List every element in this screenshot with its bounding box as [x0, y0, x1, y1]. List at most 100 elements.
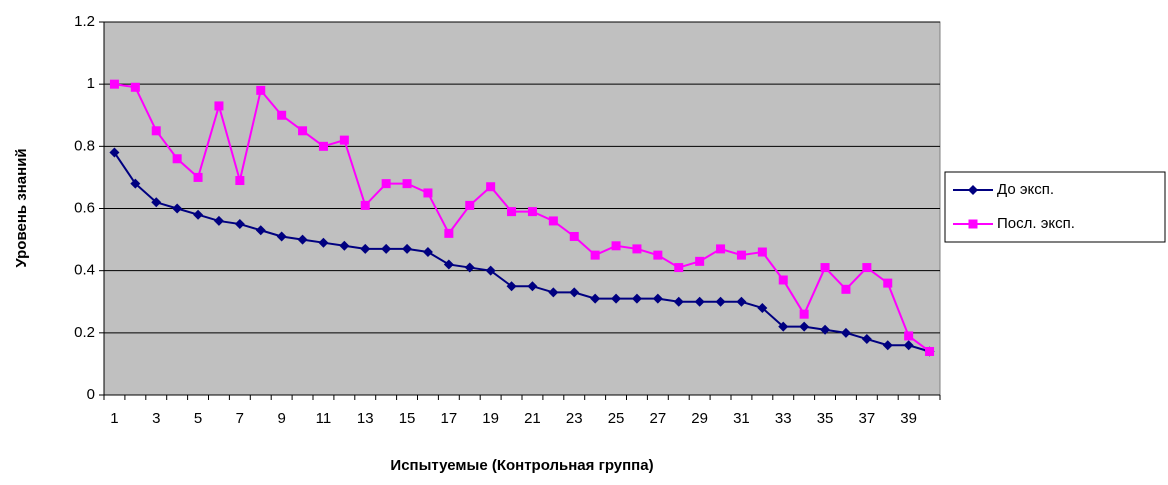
marker — [151, 197, 162, 208]
marker — [109, 147, 120, 158]
marker — [861, 334, 872, 345]
marker — [193, 172, 203, 182]
marker — [464, 262, 475, 273]
marker — [882, 340, 893, 351]
marker — [422, 247, 433, 258]
marker — [590, 250, 600, 260]
x-tick-label: 19 — [482, 410, 499, 427]
marker — [736, 250, 746, 260]
marker — [611, 241, 621, 251]
marker — [968, 185, 978, 195]
x-tick-label: 1 — [110, 410, 118, 427]
x-tick-label: 31 — [733, 410, 750, 427]
marker — [862, 263, 872, 273]
x-tick-label: 5 — [194, 410, 202, 427]
marker — [339, 240, 350, 251]
marker — [527, 281, 538, 292]
marker — [590, 293, 601, 304]
marker — [360, 243, 371, 254]
marker — [213, 215, 224, 226]
marker — [695, 256, 705, 266]
marker — [485, 265, 496, 276]
marker — [968, 219, 978, 229]
x-tick-label: 17 — [441, 410, 458, 427]
marker — [507, 207, 517, 217]
marker — [130, 82, 140, 92]
marker — [277, 110, 287, 120]
marker — [423, 188, 433, 198]
marker — [673, 296, 684, 307]
marker — [465, 200, 475, 210]
marker — [799, 309, 809, 319]
marker — [736, 296, 747, 307]
marker — [486, 182, 496, 192]
marker — [694, 296, 705, 307]
legend-label: Посл. эксп. — [997, 215, 1075, 232]
x-tick-label: 7 — [236, 410, 244, 427]
marker — [297, 234, 308, 245]
series-line — [113, 151, 930, 353]
x-tick-label: 21 — [524, 410, 541, 427]
marker — [569, 231, 579, 241]
marker — [234, 219, 245, 230]
marker — [172, 203, 183, 214]
marker — [276, 231, 287, 242]
marker — [715, 296, 726, 307]
marker — [778, 275, 788, 285]
marker — [903, 340, 914, 351]
y-tick-label: 1.2 — [74, 13, 95, 30]
x-tick-label: 37 — [859, 410, 876, 427]
marker — [444, 228, 454, 238]
marker — [193, 209, 204, 220]
marker — [318, 141, 328, 151]
marker — [778, 321, 789, 332]
x-tick-label: 29 — [691, 410, 708, 427]
marker — [255, 225, 266, 236]
marker — [402, 179, 412, 189]
series-line — [114, 83, 931, 353]
marker — [757, 302, 768, 313]
marker — [631, 293, 642, 304]
x-tick-label: 39 — [900, 410, 917, 427]
y-tick-label: 0.4 — [74, 262, 95, 279]
x-tick-label: 25 — [608, 410, 625, 427]
x-tick-label: 9 — [277, 410, 285, 427]
marker — [799, 321, 810, 332]
marker — [256, 85, 266, 95]
legend-box — [944, 171, 1166, 243]
marker — [506, 281, 517, 292]
y-tick-label: 0.8 — [74, 137, 95, 154]
marker — [548, 287, 559, 298]
marker — [674, 263, 684, 273]
marker — [130, 178, 141, 189]
marker — [214, 101, 224, 111]
marker — [716, 244, 726, 254]
marker — [841, 284, 851, 294]
marker — [381, 179, 391, 189]
y-tick-label: 0.6 — [74, 199, 95, 216]
marker — [318, 237, 329, 248]
marker — [298, 126, 308, 136]
marker — [757, 247, 767, 257]
marker — [820, 263, 830, 273]
x-tick-label: 35 — [817, 410, 834, 427]
marker — [820, 324, 831, 335]
marker — [883, 278, 893, 288]
marker — [339, 135, 349, 145]
marker — [527, 207, 537, 217]
legend-label: До эксп. — [997, 181, 1054, 198]
marker — [925, 346, 935, 356]
marker — [632, 244, 642, 254]
x-tick-label: 27 — [650, 410, 667, 427]
marker — [381, 243, 392, 254]
x-tick-label: 3 — [152, 410, 160, 427]
marker — [904, 331, 914, 341]
marker — [235, 176, 245, 186]
x-axis-label: Испытуемые (Контрольная группа) — [390, 457, 653, 474]
marker — [151, 126, 161, 136]
y-tick-label: 1 — [87, 75, 95, 92]
y-tick-label: 0.2 — [74, 324, 95, 341]
marker — [840, 327, 851, 338]
y-axis-label: Уровень знаний — [13, 148, 30, 267]
